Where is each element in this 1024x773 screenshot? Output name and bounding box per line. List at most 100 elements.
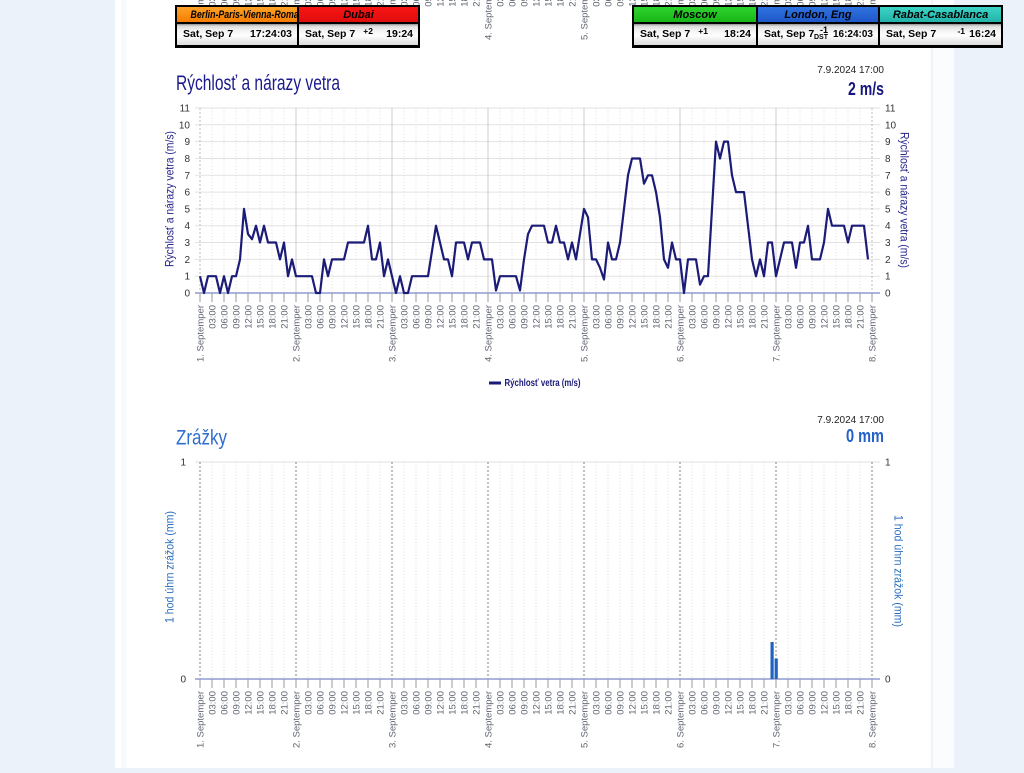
svg-text:12:00: 12:00 [436,305,447,329]
svg-text:8. Septemper: 8. Septemper [868,691,879,748]
svg-text:8: 8 [184,154,190,165]
svg-text:09:00: 09:00 [520,691,531,715]
svg-text:15:00: 15:00 [640,305,651,329]
svg-text:03:00: 03:00 [592,691,603,715]
svg-text:03:00: 03:00 [784,691,795,715]
svg-text:2. Septemper: 2. Septemper [292,305,303,362]
svg-text:09:00: 09:00 [808,0,819,7]
svg-text:15:00: 15:00 [256,305,267,329]
svg-text:12:00: 12:00 [820,0,831,7]
svg-text:06:00: 06:00 [700,305,711,329]
svg-text:5. Septemper: 5. Septemper [580,305,591,362]
svg-text:09:00: 09:00 [424,0,435,7]
svg-text:15:00: 15:00 [544,691,555,715]
svg-text:09:00: 09:00 [424,691,435,715]
svg-text:03:00: 03:00 [592,0,603,7]
svg-text:6. Septemper: 6. Septemper [676,691,687,748]
svg-text:15:00: 15:00 [544,305,555,329]
svg-text:15:00: 15:00 [544,0,555,7]
svg-text:03:00: 03:00 [688,691,699,715]
svg-text:15:00: 15:00 [448,0,459,7]
svg-text:12:00: 12:00 [724,0,735,7]
svg-text:15:00: 15:00 [448,691,459,715]
svg-text:06:00: 06:00 [796,305,807,329]
svg-text:7. Septemper: 7. Septemper [772,691,783,748]
svg-text:12:00: 12:00 [532,0,543,7]
svg-text:15:00: 15:00 [352,305,363,329]
svg-text:06:00: 06:00 [508,691,519,715]
svg-text:12:00: 12:00 [340,305,351,329]
svg-text:3: 3 [885,238,891,249]
svg-text:12:00: 12:00 [436,0,447,7]
svg-text:1. Septemper: 1. Septemper [196,305,207,362]
svg-text:09:00: 09:00 [616,305,627,329]
svg-text:21:00: 21:00 [568,0,579,7]
svg-text:09:00: 09:00 [328,691,339,715]
svg-text:15:00: 15:00 [256,0,267,7]
svg-text:11: 11 [885,104,896,115]
svg-text:09:00: 09:00 [232,305,243,329]
svg-text:7: 7 [885,171,891,182]
svg-text:5. Septemper: 5. Septemper [580,0,591,40]
svg-text:1: 1 [885,458,891,469]
svg-text:03:00: 03:00 [784,305,795,329]
svg-text:0: 0 [184,289,190,300]
svg-text:4: 4 [184,221,190,232]
svg-text:21:00: 21:00 [376,0,387,7]
svg-text:09:00: 09:00 [232,0,243,7]
svg-text:03:00: 03:00 [400,0,411,7]
svg-text:15:00: 15:00 [640,691,651,715]
svg-text:3: 3 [184,238,190,249]
svg-text:18:00: 18:00 [556,305,567,329]
svg-text:21:00: 21:00 [376,305,387,329]
svg-text:1: 1 [180,458,186,469]
svg-text:0: 0 [885,675,891,686]
svg-text:Zrážky: Zrážky [176,427,227,450]
svg-text:21:00: 21:00 [856,691,867,715]
svg-text:0: 0 [885,289,891,300]
svg-text:09:00: 09:00 [616,0,627,7]
svg-text:10: 10 [179,120,191,131]
svg-text:21:00: 21:00 [856,305,867,329]
svg-text:7.9.2024 17:00: 7.9.2024 17:00 [817,65,884,76]
svg-text:Rýchlosť a nárazy vetra (m/s): Rýchlosť a nárazy vetra (m/s) [163,131,177,267]
svg-text:06:00: 06:00 [220,0,231,7]
svg-text:4. Septemper: 4. Septemper [484,0,495,40]
svg-text:21:00: 21:00 [376,691,387,715]
svg-text:21:00: 21:00 [856,0,867,7]
svg-text:15:00: 15:00 [640,0,651,7]
svg-text:21:00: 21:00 [472,0,483,7]
svg-text:03:00: 03:00 [496,691,507,715]
svg-text:18:00: 18:00 [460,691,471,715]
svg-text:12:00: 12:00 [532,691,543,715]
svg-text:09:00: 09:00 [808,305,819,329]
svg-text:15:00: 15:00 [736,305,747,329]
svg-text:2. Septemper: 2. Septemper [292,691,303,748]
svg-text:21:00: 21:00 [664,0,675,7]
svg-text:0 mm: 0 mm [846,426,884,446]
svg-text:03:00: 03:00 [208,0,219,7]
svg-text:5: 5 [184,204,190,215]
svg-text:21:00: 21:00 [280,0,291,7]
svg-text:15:00: 15:00 [832,305,843,329]
svg-text:06:00: 06:00 [316,0,327,7]
svg-text:21:00: 21:00 [664,305,675,329]
svg-text:18:00: 18:00 [748,0,759,7]
svg-text:06:00: 06:00 [316,305,327,329]
svg-text:7.9.2024 17:00: 7.9.2024 17:00 [817,415,884,426]
svg-text:06:00: 06:00 [508,305,519,329]
svg-text:12:00: 12:00 [340,691,351,715]
svg-text:4. Septemper: 4. Septemper [484,691,495,748]
svg-text:03:00: 03:00 [688,305,699,329]
svg-text:06:00: 06:00 [604,305,615,329]
svg-text:18:00: 18:00 [364,305,375,329]
svg-text:21:00: 21:00 [760,0,771,7]
svg-text:09:00: 09:00 [712,305,723,329]
svg-text:15:00: 15:00 [352,0,363,7]
svg-text:21:00: 21:00 [472,305,483,329]
svg-text:12:00: 12:00 [436,691,447,715]
svg-text:06:00: 06:00 [316,691,327,715]
svg-text:03:00: 03:00 [496,0,507,7]
svg-text:03:00: 03:00 [304,305,315,329]
svg-text:1 hod úhrn zrážok (mm): 1 hod úhrn zrážok (mm) [892,515,906,627]
